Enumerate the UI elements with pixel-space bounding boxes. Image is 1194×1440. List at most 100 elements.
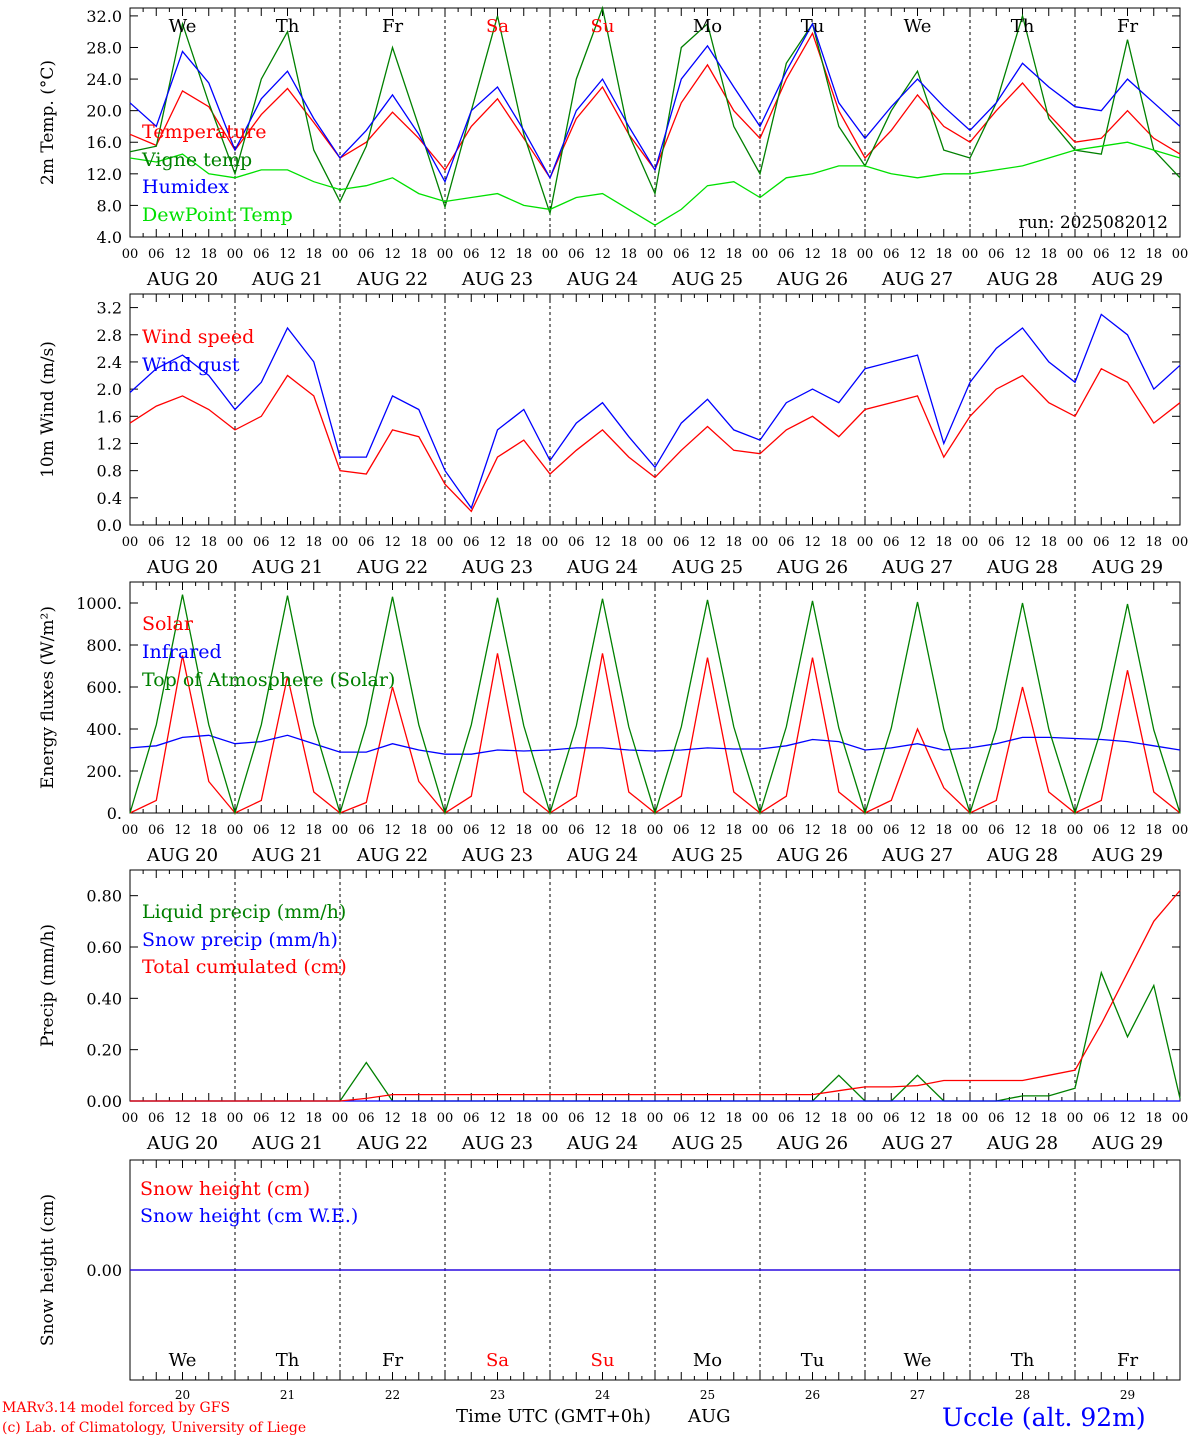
hour-tick-label: 00 <box>227 823 244 838</box>
hour-tick-label: 00 <box>752 1111 769 1126</box>
date-label: AUG 25 <box>671 269 743 290</box>
hour-tick-label: 06 <box>253 247 270 262</box>
day-abbr-bottom: Tu <box>801 1350 825 1371</box>
hour-tick-label: 18 <box>620 535 637 550</box>
hour-tick-label: 06 <box>673 247 690 262</box>
date-label: AUG 24 <box>566 1133 638 1154</box>
panel-2: 0.0 0.4 0.8 1.2 1.6 2.0 2.4 2.8 3.2 10m Wind (m/s… <box>38 293 1189 578</box>
date-label: AUG 27 <box>881 845 953 866</box>
legend-entry: Snow height (cm W.E.) <box>140 1205 358 1227</box>
day-number: 27 <box>910 1388 925 1402</box>
hour-tick-label: 12 <box>384 247 401 262</box>
hour-tick-label: 00 <box>647 1111 664 1126</box>
hour-tick-label: 06 <box>148 1111 165 1126</box>
y-tick-label: 0.0 <box>97 516 122 535</box>
hour-tick-label: 12 <box>489 823 506 838</box>
y-axis-title: Precip (mm/h) <box>38 924 58 1047</box>
hour-tick-label: 00 <box>122 535 139 550</box>
legend-entry: Infrared <box>142 641 222 663</box>
day-abbr-bottom: Sa <box>486 1350 509 1371</box>
hour-tick-label: 00 <box>962 1111 979 1126</box>
date-label: AUG 21 <box>251 269 323 290</box>
y-tick-label: 0.20 <box>86 1041 122 1060</box>
hour-tick-label: 18 <box>410 247 427 262</box>
hour-tick-label: 12 <box>279 247 296 262</box>
date-label: AUG 22 <box>356 845 428 866</box>
hour-tick-label: 12 <box>384 823 401 838</box>
hour-tick-label: 18 <box>725 1111 742 1126</box>
hour-tick-label: 12 <box>279 823 296 838</box>
hour-tick-label: 12 <box>489 535 506 550</box>
hour-tick-label: 06 <box>883 535 900 550</box>
hour-tick-label: 18 <box>410 1111 427 1126</box>
hour-tick-label: 06 <box>1093 535 1110 550</box>
hour-tick-label: 12 <box>1119 247 1136 262</box>
hour-tick-label: 00 <box>1172 535 1189 550</box>
day-abbr-bottom: Th <box>1011 1350 1035 1371</box>
hour-tick-label: 12 <box>1119 1111 1136 1126</box>
hour-tick-label: 12 <box>279 1111 296 1126</box>
day-abbr-top: Th <box>1011 16 1035 37</box>
hour-tick-label: 00 <box>227 1111 244 1126</box>
hour-tick-label: 18 <box>1145 535 1162 550</box>
y-tick-label: 200. <box>86 762 122 781</box>
hour-tick-label: 00 <box>122 1111 139 1126</box>
hour-tick-label: 18 <box>305 535 322 550</box>
hour-tick-label: 00 <box>857 1111 874 1126</box>
day-abbr-top: Th <box>276 16 300 37</box>
y-tick-label: 0.80 <box>86 887 122 906</box>
day-abbr-bottom: Fr <box>382 1350 403 1371</box>
hour-tick-label: 00 <box>647 535 664 550</box>
date-label: AUG 25 <box>671 1133 743 1154</box>
hour-tick-label: 00 <box>647 247 664 262</box>
hour-tick-label: 06 <box>463 1111 480 1126</box>
hour-tick-label: 18 <box>515 1111 532 1126</box>
hour-tick-label: 00 <box>122 823 139 838</box>
hour-tick-label: 18 <box>620 247 637 262</box>
date-label: AUG 28 <box>986 557 1058 578</box>
lab-credit: (c) Lab. of Climatology, University of L… <box>2 1420 307 1436</box>
hour-tick-label: 12 <box>699 247 716 262</box>
hour-tick-label: 18 <box>830 823 847 838</box>
model-credit: MARv3.14 model forced by GFS <box>2 1400 231 1416</box>
hour-tick-label: 00 <box>752 247 769 262</box>
y-tick-label: 0.4 <box>97 489 122 508</box>
y-tick-label: 4.0 <box>97 228 122 247</box>
date-label: AUG 21 <box>251 845 323 866</box>
date-label: AUG 24 <box>566 845 638 866</box>
hour-tick-label: 06 <box>463 247 480 262</box>
panel-5: 0.00 Snow height (cm) Snow height (cm) Snow… <box>38 1159 1181 1402</box>
hour-tick-label: 06 <box>778 535 795 550</box>
date-label: AUG 23 <box>461 269 533 290</box>
hour-tick-label: 12 <box>384 1111 401 1126</box>
hour-tick-label: 00 <box>437 247 454 262</box>
hour-tick-label: 00 <box>332 247 349 262</box>
date-label: AUG 27 <box>881 1133 953 1154</box>
time-axis-label: Time UTC (GMT+0h) <box>456 1406 651 1427</box>
hour-tick-label: 06 <box>253 823 270 838</box>
date-label: AUG 28 <box>986 1133 1058 1154</box>
hour-tick-label: 06 <box>1093 1111 1110 1126</box>
hour-tick-label: 18 <box>725 535 742 550</box>
y-tick-label: 32.0 <box>86 7 122 26</box>
legend-entry: Humidex <box>142 176 229 198</box>
hour-tick-label: 12 <box>594 535 611 550</box>
date-label: AUG 25 <box>671 845 743 866</box>
hour-tick-label: 00 <box>332 535 349 550</box>
date-label: AUG 24 <box>566 269 638 290</box>
date-label: AUG 27 <box>881 557 953 578</box>
hour-tick-label: 00 <box>1067 823 1084 838</box>
date-label: AUG 21 <box>251 557 323 578</box>
hour-tick-label: 12 <box>909 535 926 550</box>
hour-tick-label: 06 <box>463 535 480 550</box>
hour-tick-label: 00 <box>227 247 244 262</box>
date-label: AUG 20 <box>146 557 218 578</box>
hour-tick-label: 18 <box>1040 247 1057 262</box>
hour-tick-label: 06 <box>673 535 690 550</box>
date-label: AUG 29 <box>1091 557 1163 578</box>
panel-3: 0. 200. 400. 600. 800. 1000. Energy fluxes (W/… <box>38 581 1188 866</box>
hour-tick-label: 18 <box>515 823 532 838</box>
hour-tick-label: 18 <box>410 823 427 838</box>
hour-tick-label: 00 <box>542 1111 559 1126</box>
hour-tick-label: 12 <box>1014 247 1031 262</box>
